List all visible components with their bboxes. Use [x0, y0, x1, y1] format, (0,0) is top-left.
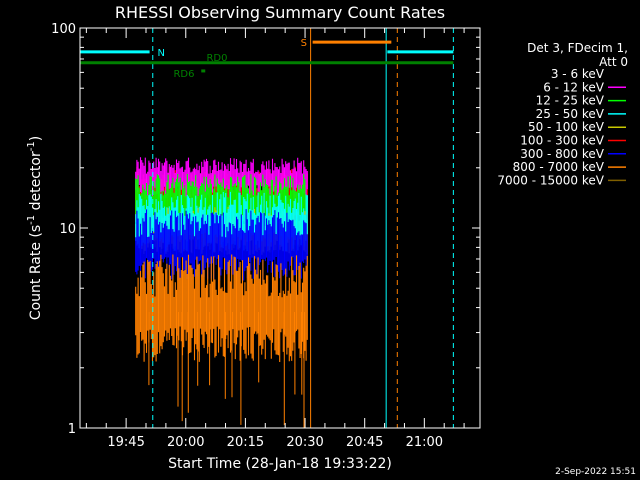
axes: 1 10 100 19:45 20:00 20:15 20:30 20:45 21:00	[51, 22, 481, 450]
x-tick-label: 21:00	[406, 435, 443, 450]
x-tick-label: 20:00	[167, 435, 204, 450]
flag-RD6-label: RD6	[173, 69, 194, 80]
plot-area: N S RD0 RD6	[80, 28, 454, 428]
legend-label: 12 - 25 keV	[536, 94, 605, 108]
legend-header: Det 3, FDecim 1,	[527, 41, 628, 55]
series-spikes	[148, 312, 305, 428]
x-tick-label: 20:45	[346, 435, 383, 450]
x-axis-label: Start Time (28-Jan-18 19:33:22)	[168, 456, 392, 472]
legend-label: 3 - 6 keV	[551, 67, 605, 81]
series-800-7000keV	[135, 254, 308, 362]
series-300-800keV	[135, 209, 308, 281]
y-axis-label: Count Rate (s-1 detector-1)	[26, 136, 44, 320]
footer-date: 2-Sep-2022 15:51	[555, 467, 636, 477]
y-tick-label: 100	[51, 22, 76, 37]
legend-label: 6 - 12 keV	[543, 80, 605, 94]
chart-title: RHESSI Observing Summary Count Rates	[115, 3, 445, 22]
y-tick-label: 10	[59, 222, 76, 237]
flag-RD0-label: RD0	[206, 53, 227, 64]
legend-header: Att 0	[599, 55, 628, 69]
legend-label: 25 - 50 keV	[536, 107, 605, 121]
legend-label: 7000 - 15000 keV	[497, 173, 604, 187]
legend-label: 300 - 800 keV	[520, 147, 604, 161]
legend-label: 50 - 100 keV	[528, 120, 605, 134]
legend-label: 800 - 7000 keV	[513, 160, 605, 174]
legend-label: 100 - 300 keV	[520, 134, 604, 148]
x-tick-label: 20:15	[227, 435, 264, 450]
x-tick-label: 19:45	[107, 435, 144, 450]
y-tick-label: 1	[68, 422, 76, 437]
flag-S-label: S	[301, 38, 307, 49]
x-tick-label: 20:30	[286, 435, 323, 450]
flag-N-label: N	[158, 48, 165, 59]
